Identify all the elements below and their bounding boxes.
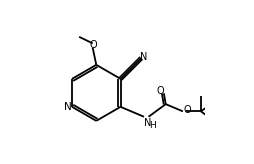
- Text: N: N: [140, 52, 147, 62]
- Text: O: O: [157, 86, 164, 96]
- Text: O: O: [184, 105, 191, 115]
- Text: N: N: [64, 102, 72, 112]
- Text: H: H: [149, 121, 156, 130]
- Text: O: O: [89, 40, 97, 50]
- Text: N: N: [144, 118, 152, 128]
